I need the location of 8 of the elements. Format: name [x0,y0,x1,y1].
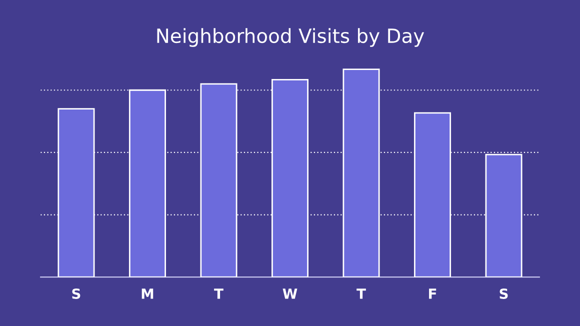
x-tick-label: M [142,288,154,299]
x-tick-label: T [356,288,366,299]
x-tick-label: F [429,288,436,299]
x-tick-label: S [500,288,508,299]
x-tick-label: S [72,288,80,299]
x-tick-label: W [282,288,298,299]
chart-title: Neighborhood Visits by Day [157,28,424,47]
x-tick-label: T [214,288,224,299]
